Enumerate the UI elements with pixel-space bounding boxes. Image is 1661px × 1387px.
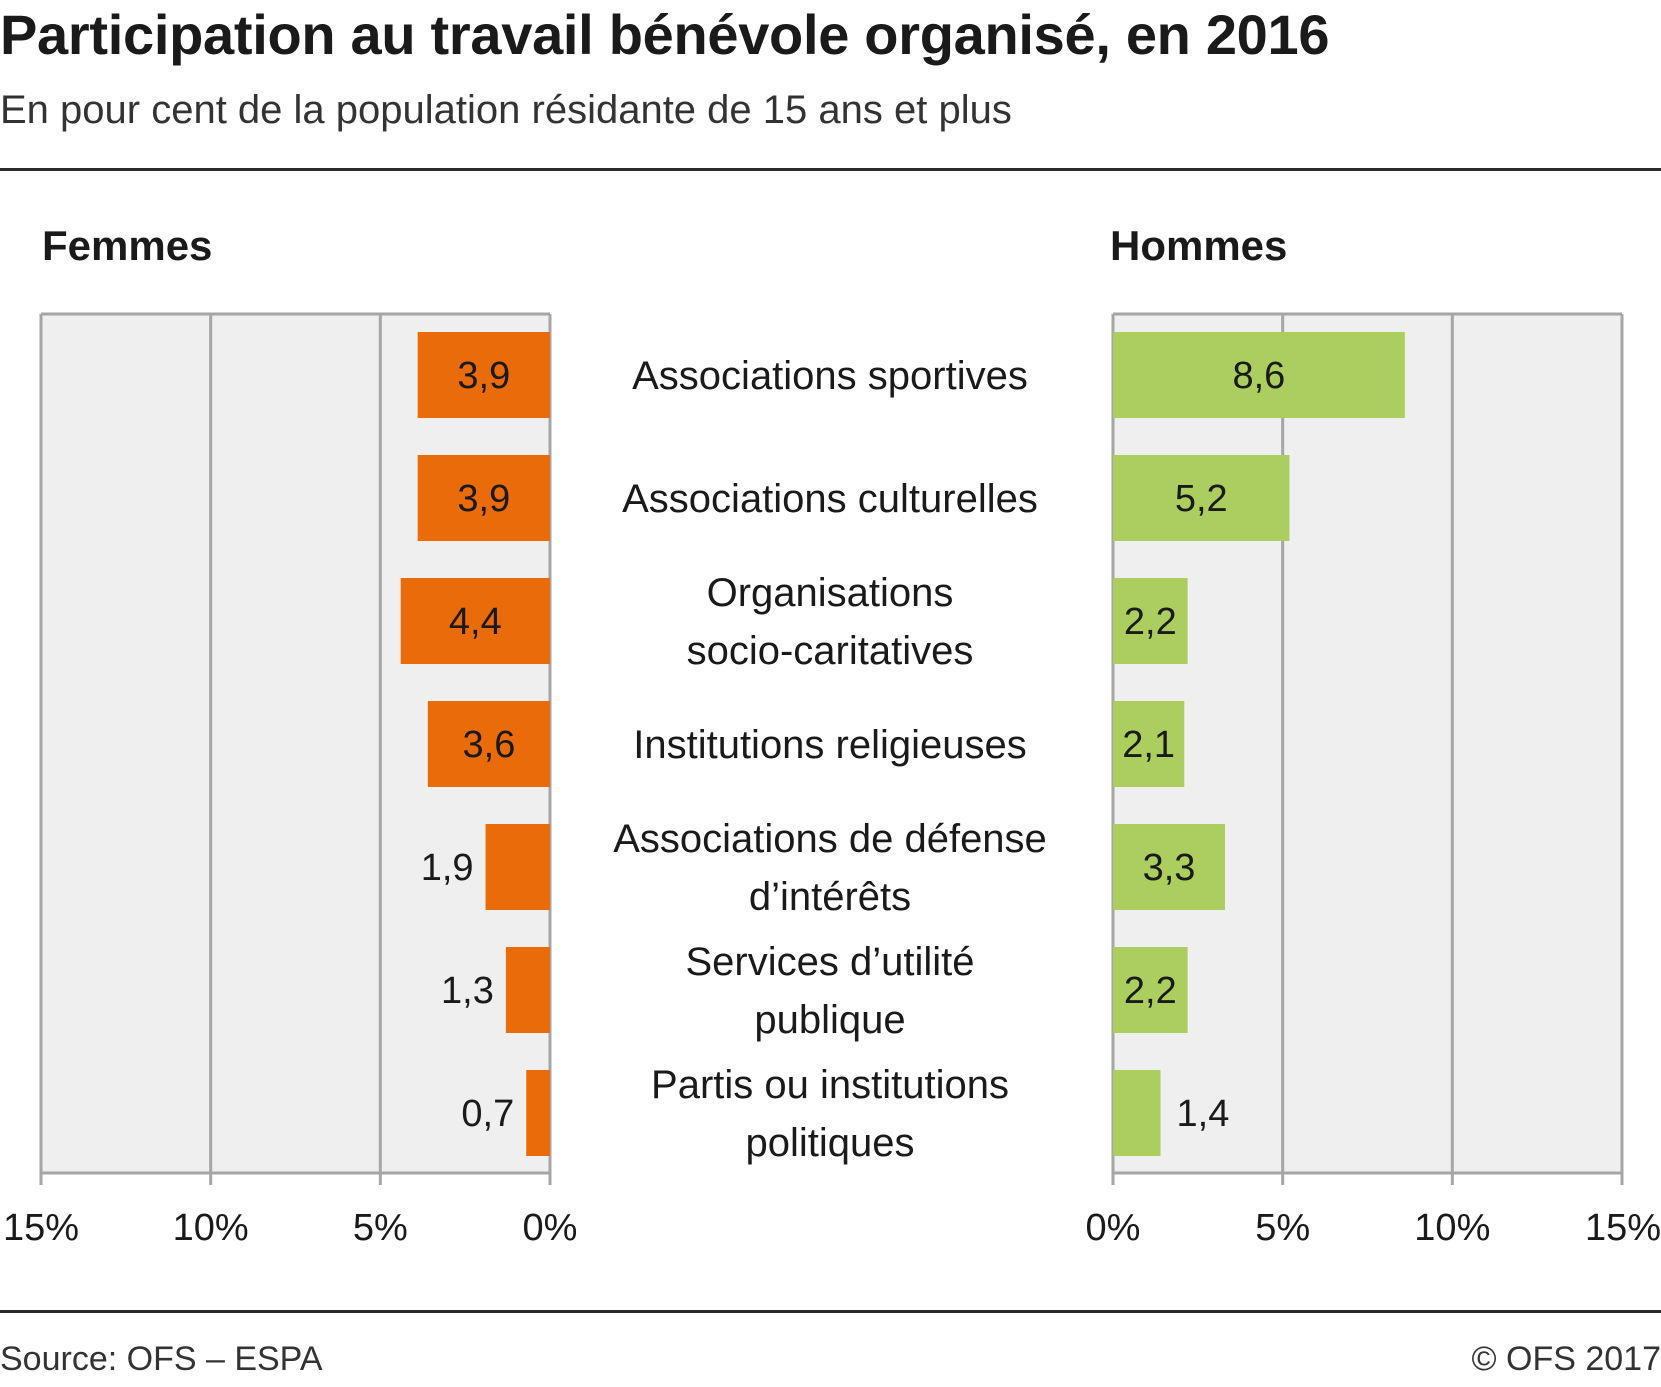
femmes-value-label: 3,9 [457, 478, 510, 520]
hommes-bar [1113, 947, 1188, 1033]
category-label: Associations de défense d’intérêts [613, 817, 1047, 919]
category-label-line: Partis ou institutions [651, 1063, 1009, 1107]
hommes-value-label: 5,2 [1175, 478, 1228, 520]
femmes-value-label: 0,7 [461, 1093, 514, 1135]
category-label-line: d’intérêts [749, 875, 911, 919]
hommes-value-label: 8,6 [1232, 355, 1285, 397]
hommes-bar [1113, 332, 1405, 418]
chart-title: Participation au travail bénévole organi… [0, 3, 1330, 66]
bottom-divider [0, 1310, 1661, 1313]
femmes-value-label: 1,3 [441, 970, 494, 1012]
femmes-bar [505, 947, 550, 1033]
category-label-line: Associations de défense [613, 817, 1047, 861]
hommes-value-label: 2,2 [1124, 970, 1177, 1012]
femmes-bar [526, 1070, 550, 1156]
left-tick-label: 0% [523, 1207, 578, 1249]
copyright-note: © OFS 2017 [1471, 1340, 1661, 1378]
category-label-line: Services d’utilité [685, 940, 974, 984]
category-label-line: socio-caritatives [687, 629, 974, 673]
femmes-value-label: 1,9 [421, 847, 474, 889]
hommes-bar [1113, 578, 1188, 664]
right-tick-label: 0% [1086, 1207, 1141, 1249]
hommes-bar [1113, 455, 1290, 541]
category-label-line: Associations sportives [632, 354, 1028, 398]
hommes-bar [1113, 1070, 1161, 1156]
category-label-line: publique [754, 998, 905, 1042]
category-label: Services d’utilité publique [685, 940, 974, 1042]
category-label: Associations culturelles [622, 477, 1038, 521]
category-label-line: politiques [745, 1121, 914, 1165]
femmes-bar [400, 578, 550, 664]
category-label-line: Organisations [707, 571, 954, 615]
femmes-bar [417, 332, 550, 418]
hommes-value-label: 2,1 [1122, 724, 1175, 766]
top-divider [0, 168, 1661, 171]
left-tick-label: 10% [173, 1207, 249, 1249]
femmes-value-label: 4,4 [449, 601, 502, 643]
hommes-value-label: 3,3 [1143, 847, 1196, 889]
femmes-value-label: 3,9 [457, 355, 510, 397]
panel-label-femmes: Femmes [42, 222, 213, 269]
hommes-bar [1113, 824, 1225, 910]
source-note: Source: OFS – ESPA [0, 1340, 323, 1378]
left-tick-label: 5% [353, 1207, 408, 1249]
chart-subtitle: En pour cent de la population résidante … [0, 88, 1012, 132]
hommes-value-label: 1,4 [1177, 1093, 1230, 1135]
category-label-line: Associations culturelles [622, 477, 1038, 521]
femmes-bar [427, 701, 550, 787]
right-plot-area [1113, 314, 1622, 1173]
femmes-value-label: 3,6 [463, 724, 516, 766]
category-label: Institutions religieuses [633, 723, 1027, 767]
femmes-bar [485, 824, 550, 910]
right-tick-label: 15% [1585, 1207, 1661, 1249]
right-tick-label: 10% [1414, 1207, 1490, 1249]
category-label-line: Institutions religieuses [633, 723, 1027, 767]
hommes-value-label: 2,2 [1124, 601, 1177, 643]
category-label: Associations sportives [632, 354, 1028, 398]
category-label: Partis ou institutions politiques [651, 1063, 1009, 1165]
category-label: Organisations socio-caritatives [687, 571, 974, 673]
femmes-bar [417, 455, 550, 541]
hommes-bar [1113, 701, 1185, 787]
panel-label-hommes: Hommes [1110, 222, 1288, 269]
right-tick-label: 5% [1255, 1207, 1310, 1249]
left-tick-label: 15% [3, 1207, 79, 1249]
